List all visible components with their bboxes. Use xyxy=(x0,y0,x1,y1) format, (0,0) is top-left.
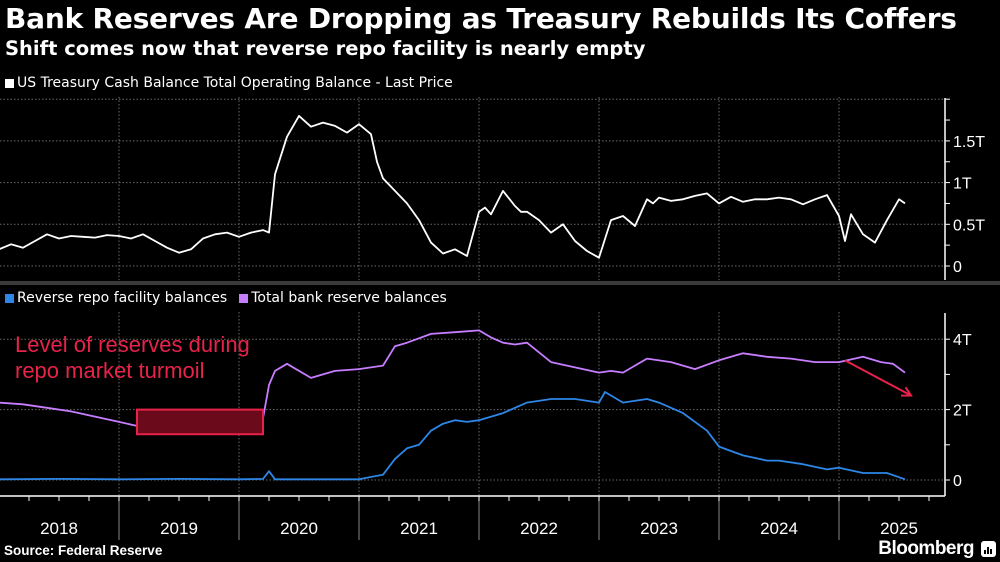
annotation-text-line: repo market turmoil xyxy=(15,358,205,383)
legend-swatch-reverse-repo xyxy=(5,293,14,303)
top-y-tick-label: 1.5T xyxy=(953,134,985,151)
x-year-label: 2022 xyxy=(520,519,558,538)
bottom-legend: Reverse repo facility balances Total ban… xyxy=(5,290,459,306)
legend-swatch-treasury xyxy=(5,78,14,88)
top-y-tick-label: 0.5T xyxy=(953,217,985,234)
legend-swatch-reserves xyxy=(239,293,249,303)
x-year-label: 2021 xyxy=(400,519,438,538)
bloomberg-chart-icon xyxy=(981,541,996,557)
x-year-label: 2018 xyxy=(40,519,78,538)
x-year-label: 2019 xyxy=(160,519,198,538)
legend-item-reserves: Total bank reserve balances xyxy=(239,290,447,306)
chart-subtitle: Shift comes now that reverse repo facili… xyxy=(5,37,646,60)
reserves-panel: 0 2T 4T xyxy=(0,312,972,496)
treasury-balance-line xyxy=(0,115,906,259)
source-note: Source: Federal Reserve xyxy=(4,543,163,558)
panel-divider xyxy=(0,281,1000,285)
legend-label-reserves: Total bank reserve balances xyxy=(251,290,447,306)
x-year-label: 2024 xyxy=(760,519,798,538)
top-y-tick-label: 0 xyxy=(953,259,962,276)
legend-item-reverse-repo: Reverse repo facility balances xyxy=(5,290,227,306)
down-arrow-head-icon xyxy=(900,386,913,397)
legend-label-reverse-repo: Reverse repo facility balances xyxy=(17,290,228,306)
chart-title: Bank Reserves Are Dropping as Treasury R… xyxy=(5,2,957,35)
x-year-label: 2020 xyxy=(280,519,318,538)
legend-item-treasury: US Treasury Cash Balance Total Operating… xyxy=(5,75,453,91)
bottom-y-tick-label: 4T xyxy=(953,332,972,349)
top-legend: US Treasury Cash Balance Total Operating… xyxy=(5,75,465,91)
treasury-panel: 0 0.5T 1T 1.5T xyxy=(0,97,1000,285)
legend-label-treasury: US Treasury Cash Balance Total Operating… xyxy=(17,75,453,91)
reserve-highlight-box xyxy=(136,408,264,436)
top-y-tick-label: 1T xyxy=(953,176,972,193)
bottom-y-tick-label: 2T xyxy=(953,403,972,420)
bloomberg-logo: Bloomberg xyxy=(878,538,974,559)
x-year-label: 2023 xyxy=(640,519,678,538)
annotation-text-line: Level of reserves during xyxy=(15,332,250,357)
reverse-repo-line xyxy=(0,391,906,481)
bottom-y-tick-label: 0 xyxy=(953,473,962,490)
x-axis: 2018 2019 2020 2021 2022 2023 2024 2025 xyxy=(0,495,945,540)
x-year-label: 2025 xyxy=(880,519,918,538)
down-arrow-shaft xyxy=(844,359,912,397)
